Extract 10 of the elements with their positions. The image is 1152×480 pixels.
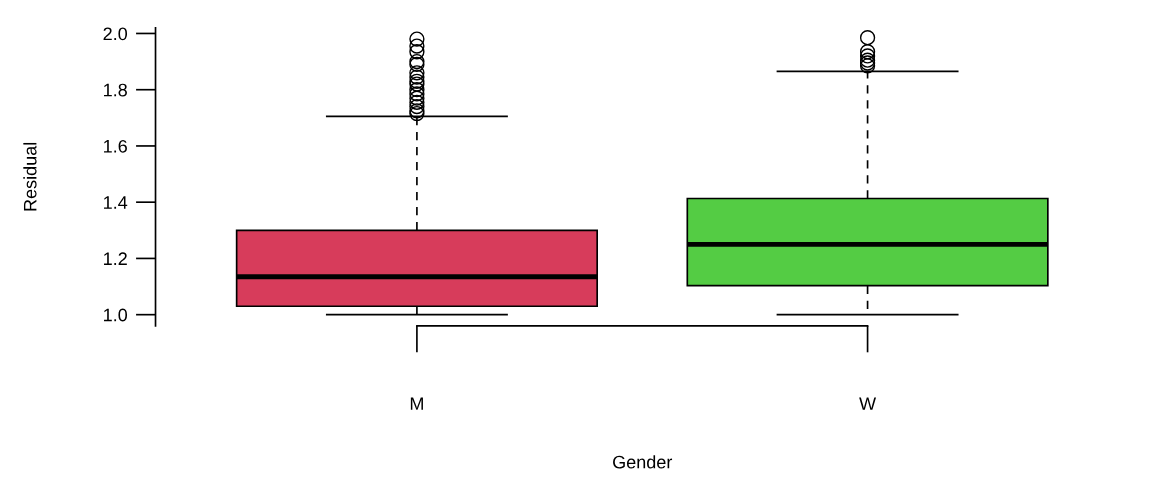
y-axis-title: Residual: [23, 142, 37, 211]
x-tick-label: M: [410, 397, 423, 410]
x-axis-title: Gender: [613, 455, 673, 469]
x-tick-label: W: [859, 397, 877, 410]
y-tick-label: 1.2: [104, 252, 127, 265]
y-tick-label: 2.0: [103, 27, 128, 41]
y-tick-label: 1.4: [104, 196, 128, 209]
y-tick-label: 1.6: [104, 139, 127, 153]
y-tick-label: 1.8: [104, 83, 127, 97]
y-tick-label: 1.0: [104, 308, 128, 322]
